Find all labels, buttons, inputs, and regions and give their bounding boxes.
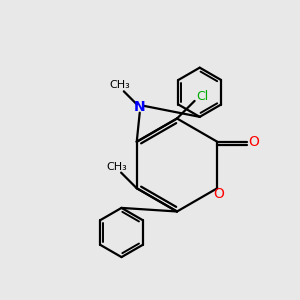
- Text: CH₃: CH₃: [110, 80, 130, 90]
- Text: CH₃: CH₃: [106, 162, 127, 172]
- Text: O: O: [213, 187, 224, 201]
- Text: O: O: [248, 135, 259, 149]
- Text: N: N: [134, 100, 146, 114]
- Text: Cl: Cl: [196, 90, 209, 103]
